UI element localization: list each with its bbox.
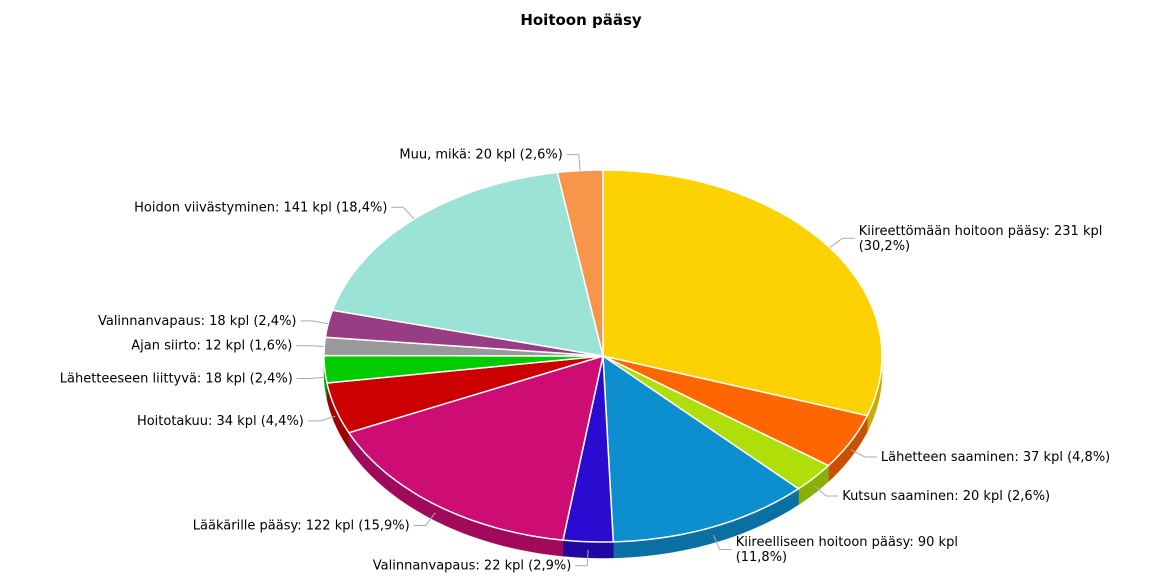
pie-leader-line-5 (413, 512, 436, 526)
pie-label-6: Hoitotakuu: 34 kpl (4,4%) (137, 414, 304, 429)
pie-slice-7[interactable] (323, 354, 604, 384)
pie-leader-line-4 (575, 549, 589, 567)
pie-label-4: Valinnanvapaus: 22 kpl (2,9%) (373, 559, 572, 574)
pie-labels: Kiireettömään hoitoon pääsy: 231 kpl (30,… (60, 148, 1111, 574)
chart-title: Hoitoon pääsy (520, 11, 642, 29)
pie-label-11: Muu, mikä: 20 kpl (2,6%) (399, 148, 562, 163)
pie-slice-3[interactable] (602, 355, 800, 543)
pie-label-3: Kiireelliseen hoitoon pääsy: 90 kpl (11,8… (736, 535, 958, 565)
pie-leader-line-3 (712, 534, 732, 551)
pie-label-7: Lähetteeseen liittyvä: 18 kpl (2,4%) (60, 372, 293, 387)
pie-leader-line-2 (813, 485, 839, 497)
pie-label-9: Valinnanvapaus: 18 kpl (2,4%) (98, 314, 297, 329)
pie-label-2: Kutsun saaminen: 20 kpl (2,6%) (842, 489, 1050, 504)
pie-label-10: Hoidon viivästyminen: 141 kpl (18,4%) (134, 200, 387, 215)
pie-leader-line-1 (850, 449, 877, 458)
pie-leader-line-9 (300, 320, 329, 325)
pie-slice-0[interactable] (602, 169, 883, 417)
pie-label-5: Lääkärille pääsy: 122 kpl (15,9%) (193, 518, 410, 533)
pie-slice-2[interactable] (602, 355, 830, 490)
pie-slice-6[interactable] (326, 355, 604, 434)
pie-leader-line-0 (829, 237, 855, 249)
pie-leader-line-10 (391, 206, 415, 220)
pie-slices (323, 169, 883, 543)
pie-leader-line-7 (296, 376, 325, 380)
pie-label-0: Kiireettömään hoitoon pääsy: 231 kpl (30,… (859, 224, 1103, 254)
pie-leader-line-11 (566, 154, 581, 171)
pie-leader-line-8 (296, 345, 325, 347)
pie-sides (323, 356, 883, 559)
pie-leader-line-6 (307, 415, 336, 422)
pie-label-8: Ajan siirto: 12 kpl (1,6%) (131, 339, 292, 354)
pie-slice-5[interactable] (348, 355, 604, 541)
pie-label-1: Lähetteen saaminen: 37 kpl (4,8%) (881, 450, 1110, 465)
pie-slice-4[interactable] (562, 355, 615, 543)
pie-slice-1[interactable] (602, 355, 869, 467)
